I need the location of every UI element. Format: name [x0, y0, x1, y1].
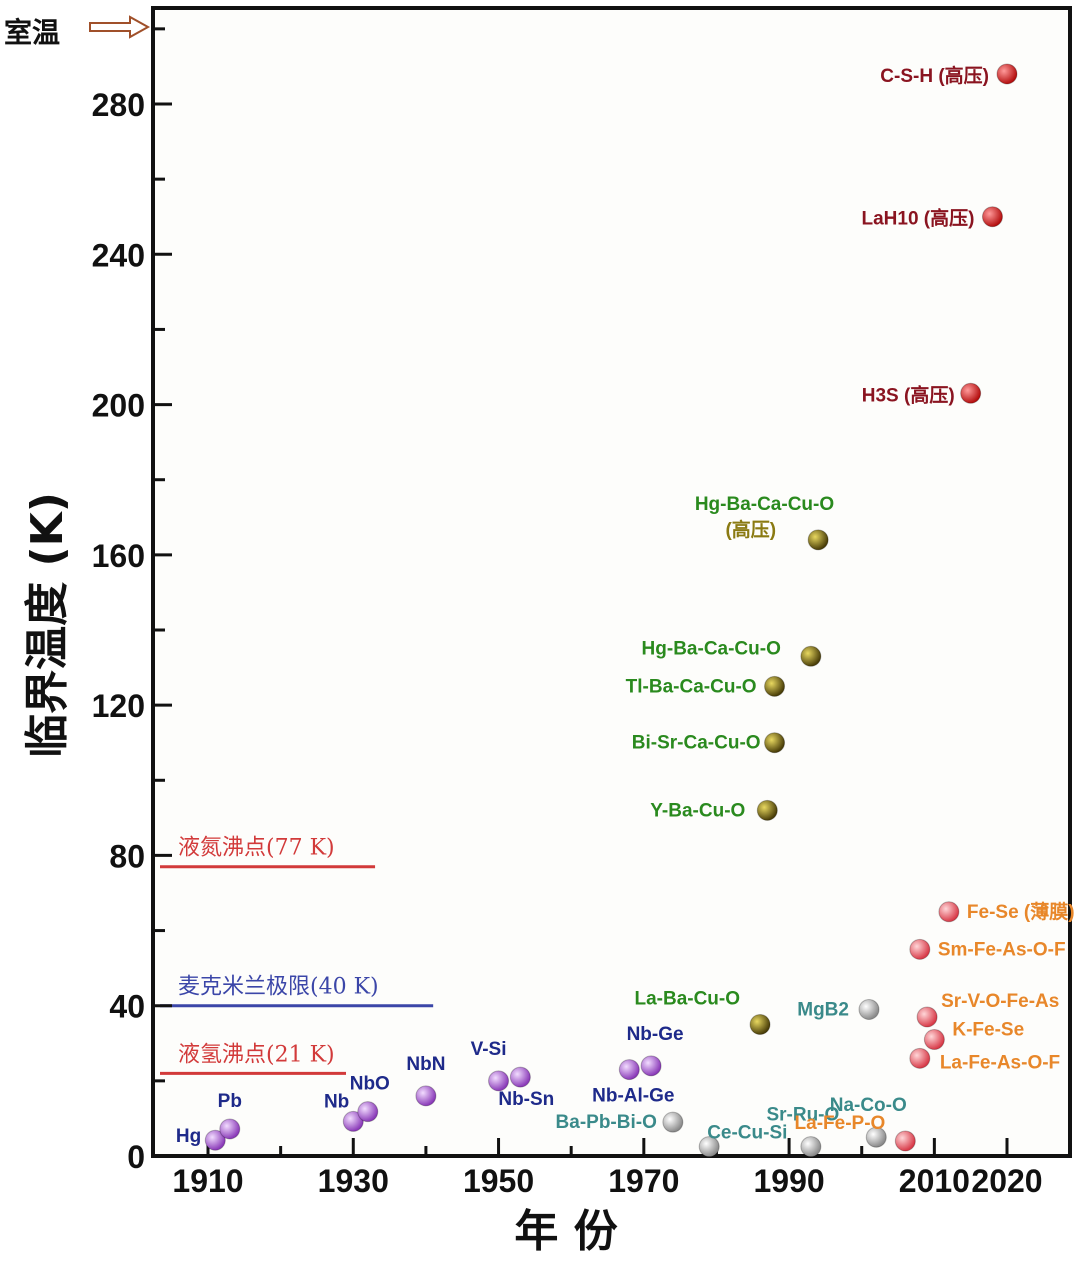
- data-label: Sr-V-O-Fe-As: [941, 991, 1059, 1012]
- data-point: [865, 1126, 887, 1148]
- y-axis-title: 临界温度 (K): [22, 492, 73, 758]
- data-point: [618, 1059, 640, 1081]
- data-point: [342, 1110, 364, 1132]
- data-label: Nb-Ge: [627, 1024, 684, 1045]
- data-point: [858, 998, 880, 1020]
- data-point: [488, 1070, 510, 1092]
- room-temp-marker: 室温: [4, 15, 151, 49]
- y-tick-label: 0: [127, 1139, 145, 1175]
- data-label: Hg-Ba-Ca-Cu-O: [642, 638, 781, 659]
- data-point: [509, 1066, 531, 1088]
- y-tick-label: 280: [92, 87, 145, 123]
- data-label: Fe-Se (薄膜): [967, 900, 1075, 923]
- data-point: [756, 799, 778, 821]
- x-tick-label: 1950: [463, 1163, 534, 1199]
- x-axis: 1910 1930 1950 1970 1990 2010 2020: [172, 1138, 1043, 1199]
- data-point: [807, 529, 829, 551]
- data-point: [996, 63, 1018, 85]
- data-point: [894, 1130, 916, 1152]
- data-label: La-Fe-As-O-F: [940, 1052, 1060, 1073]
- y-tick-label: 200: [92, 388, 145, 424]
- data-label: NbN: [406, 1054, 445, 1075]
- y-tick-label: 160: [92, 538, 145, 574]
- x-tick-label: 1990: [753, 1163, 824, 1199]
- data-point: [909, 1047, 931, 1069]
- data-label: Sm-Fe-As-O-F: [938, 939, 1066, 960]
- data-points: [204, 63, 1018, 1158]
- data-point: [923, 1029, 945, 1051]
- data-label: Bi-Sr-Ca-Cu-O: [632, 733, 761, 754]
- x-tick-label: 2020: [971, 1163, 1042, 1199]
- data-point: [764, 675, 786, 697]
- room-temp-arrow-icon: [89, 15, 151, 39]
- data-point: [800, 1136, 822, 1158]
- room-temp-label: 室温: [4, 16, 60, 49]
- data-point: [698, 1136, 720, 1158]
- data-label: Nb-Al-Ge: [592, 1086, 674, 1107]
- data-point: [764, 732, 786, 754]
- data-label: Nb: [324, 1091, 349, 1112]
- y-tick-label: 80: [109, 838, 145, 874]
- data-label: H3S (高压): [862, 383, 955, 406]
- x-tick-label: 1910: [172, 1163, 243, 1199]
- y-tick-label: 40: [109, 989, 145, 1025]
- data-point: [938, 901, 960, 923]
- data-label: Ba-Pb-Bi-O: [556, 1112, 657, 1133]
- x-axis-title: 年 份: [514, 1206, 617, 1257]
- data-point: [662, 1111, 684, 1133]
- data-point: [960, 382, 982, 404]
- data-point: [357, 1101, 379, 1123]
- data-point: [800, 645, 822, 667]
- data-label: La-Fe-P-O: [795, 1113, 886, 1134]
- reference-line-label: 麦克米兰极限(40 K): [178, 975, 379, 1000]
- data-label: Sr-Ru-O: [766, 1105, 839, 1126]
- y-tick-label: 120: [92, 688, 145, 724]
- data-point: [749, 1014, 771, 1035]
- reference-lines: 液氮沸点(77 K) 麦克米兰极限(40 K) 液氢沸点(21 K): [160, 836, 434, 1075]
- y-axis: 0 40 80 120 160 200 240 280: [92, 27, 172, 1175]
- data-label: NbO: [350, 1074, 390, 1095]
- data-point: [640, 1055, 662, 1077]
- data-label: LaH10 (高压): [862, 207, 975, 230]
- data-label: MgB2: [797, 999, 849, 1020]
- data-label: La-Ba-Cu-O: [634, 989, 740, 1010]
- x-tick-label: 1930: [318, 1163, 389, 1199]
- plot-frame: [151, 6, 1072, 1158]
- x-tick-label: 1970: [608, 1163, 679, 1199]
- data-label: Tl-Ba-Ca-Cu-O: [626, 676, 757, 697]
- reference-line-label: 液氮沸点(77 K): [178, 836, 335, 861]
- data-point: [916, 1006, 938, 1028]
- data-label: C-S-H (高压): [880, 64, 989, 87]
- data-point: [981, 206, 1003, 228]
- data-label: Y-Ba-Cu-O: [650, 800, 745, 821]
- data-label: Hg-Ba-Ca-Cu-O: [695, 494, 834, 515]
- data-point: [909, 938, 931, 960]
- x-tick-label: 2010: [899, 1163, 970, 1199]
- data-label: Ce-Cu-Si: [707, 1123, 787, 1144]
- reference-line-label: 液氢沸点(21 K): [178, 1042, 335, 1067]
- data-label: K-Fe-Se: [952, 1020, 1024, 1041]
- data-label: Hg: [176, 1126, 201, 1147]
- data-point: [204, 1129, 226, 1151]
- data-label: Pb: [218, 1091, 242, 1112]
- data-label: V-Si: [471, 1039, 507, 1060]
- data-label: Nb-Sn: [498, 1089, 554, 1110]
- data-point: [415, 1085, 437, 1107]
- data-sublabel: (高压): [725, 518, 776, 541]
- y-tick-label: 240: [92, 237, 145, 273]
- data-label: Na-Co-O: [830, 1095, 907, 1116]
- data-point: [219, 1118, 241, 1140]
